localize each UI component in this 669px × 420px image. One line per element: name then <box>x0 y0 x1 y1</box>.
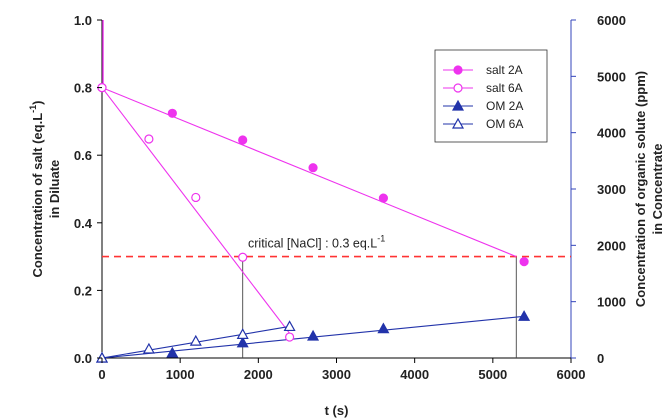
legend-label-salt-6a: salt 6A <box>486 81 523 95</box>
legend-label-om-2a: OM 2A <box>486 99 523 113</box>
x-tick-label: 3000 <box>322 367 351 382</box>
y-left-tick-label: 0.6 <box>74 148 92 163</box>
legend-marker-salt-2a <box>453 65 463 75</box>
y-right-tick-label: 2000 <box>597 238 626 253</box>
y-left-tick-label: 0.2 <box>74 283 92 298</box>
point-salt-6a <box>238 252 248 262</box>
legend-marker-om-2a <box>451 99 465 111</box>
x-tick-label: 0 <box>98 367 105 382</box>
point-salt-6a <box>285 332 295 342</box>
point-salt-6a <box>144 134 154 144</box>
x-tick-label: 2000 <box>244 367 273 382</box>
point-om-2a <box>236 336 249 348</box>
point-om-6a <box>189 334 202 346</box>
y-left-axis-title: Concentration of salt (eq.L-1)in Diluate <box>28 100 62 277</box>
y-right-tick-label: 5000 <box>597 69 626 84</box>
legend-label-om-6a: OM 6A <box>486 117 523 131</box>
point-om-2a <box>377 322 390 334</box>
point-salt-2a <box>378 193 388 203</box>
point-salt-2a <box>167 108 177 118</box>
axis-titles: t (s)Concentration of salt (eq.L-1)in Di… <box>28 71 665 418</box>
point-salt-2a <box>519 257 529 267</box>
legend: salt 2A salt 6A OM 2A OM 6A <box>434 49 548 143</box>
y-left-title-sup: -1 <box>28 105 38 113</box>
point-om-2a <box>307 329 320 341</box>
critical-nacl-label: critical [NaCl] : 0.3 eq.L-1 <box>248 234 385 251</box>
point-salt-2a <box>308 163 318 173</box>
y-right-tick-label: 4000 <box>597 126 626 141</box>
reference-line-group: critical [NaCl] : 0.3 eq.L-1 <box>102 234 571 258</box>
point-om-6a <box>236 328 249 339</box>
point-salt-2a <box>238 135 248 145</box>
y-right-tick-label: 3000 <box>597 182 626 197</box>
y-right-title-line1: Concentration of organic solute (ppm) <box>633 71 648 307</box>
y-right-axis-title: Concentration of organic solute (ppm) in … <box>633 71 665 307</box>
y-right-tick-label: 1000 <box>597 295 626 310</box>
y-left-title-unit: Concentration of salt (eq.L <box>30 113 45 278</box>
y-right-tick-label: 6000 <box>597 13 626 28</box>
x-axis-title: t (s) <box>325 403 349 418</box>
y-left-tick-label: 0.0 <box>74 351 92 366</box>
x-tick-label: 4000 <box>400 367 429 382</box>
y-left-tick-label: 0.8 <box>74 81 92 96</box>
y-left-tick-label: 1.0 <box>74 13 92 28</box>
y-right-title-line2: in Concentrate <box>650 143 665 234</box>
x-tick-label: 1000 <box>166 367 195 382</box>
y-right-tick-label: 0 <box>597 351 604 366</box>
y-left-title-line2: in Diluate <box>47 160 62 219</box>
legend-label-salt-2a: salt 2A <box>486 63 523 77</box>
critical-nacl-label-sup: -1 <box>377 234 385 244</box>
point-om-2a <box>518 310 531 321</box>
fit-line-salt-6a <box>101 87 291 334</box>
legend-marker-salt-6a <box>453 83 463 93</box>
x-tick-label: 5000 <box>478 367 507 382</box>
y-left-title-close: ) <box>30 100 45 104</box>
point-om-2a <box>166 346 179 358</box>
point-salt-6a <box>191 192 201 203</box>
point-om-6a <box>142 342 155 354</box>
point-om-6a <box>283 320 296 332</box>
x-tick-label: 6000 <box>557 367 586 382</box>
y-left-tick-label: 0.4 <box>74 216 93 231</box>
critical-nacl-label-text: critical [NaCl] : 0.3 eq.L <box>248 237 377 251</box>
legend-marker-om-6a <box>451 117 465 129</box>
y-left-title-line1: Concentration of salt (eq.L-1) <box>28 100 45 277</box>
axis-ticks: 0 1000 2000 3000 4000 5000 6000 0.0 0.2 0.4 0.6 0.8… <box>74 13 626 382</box>
